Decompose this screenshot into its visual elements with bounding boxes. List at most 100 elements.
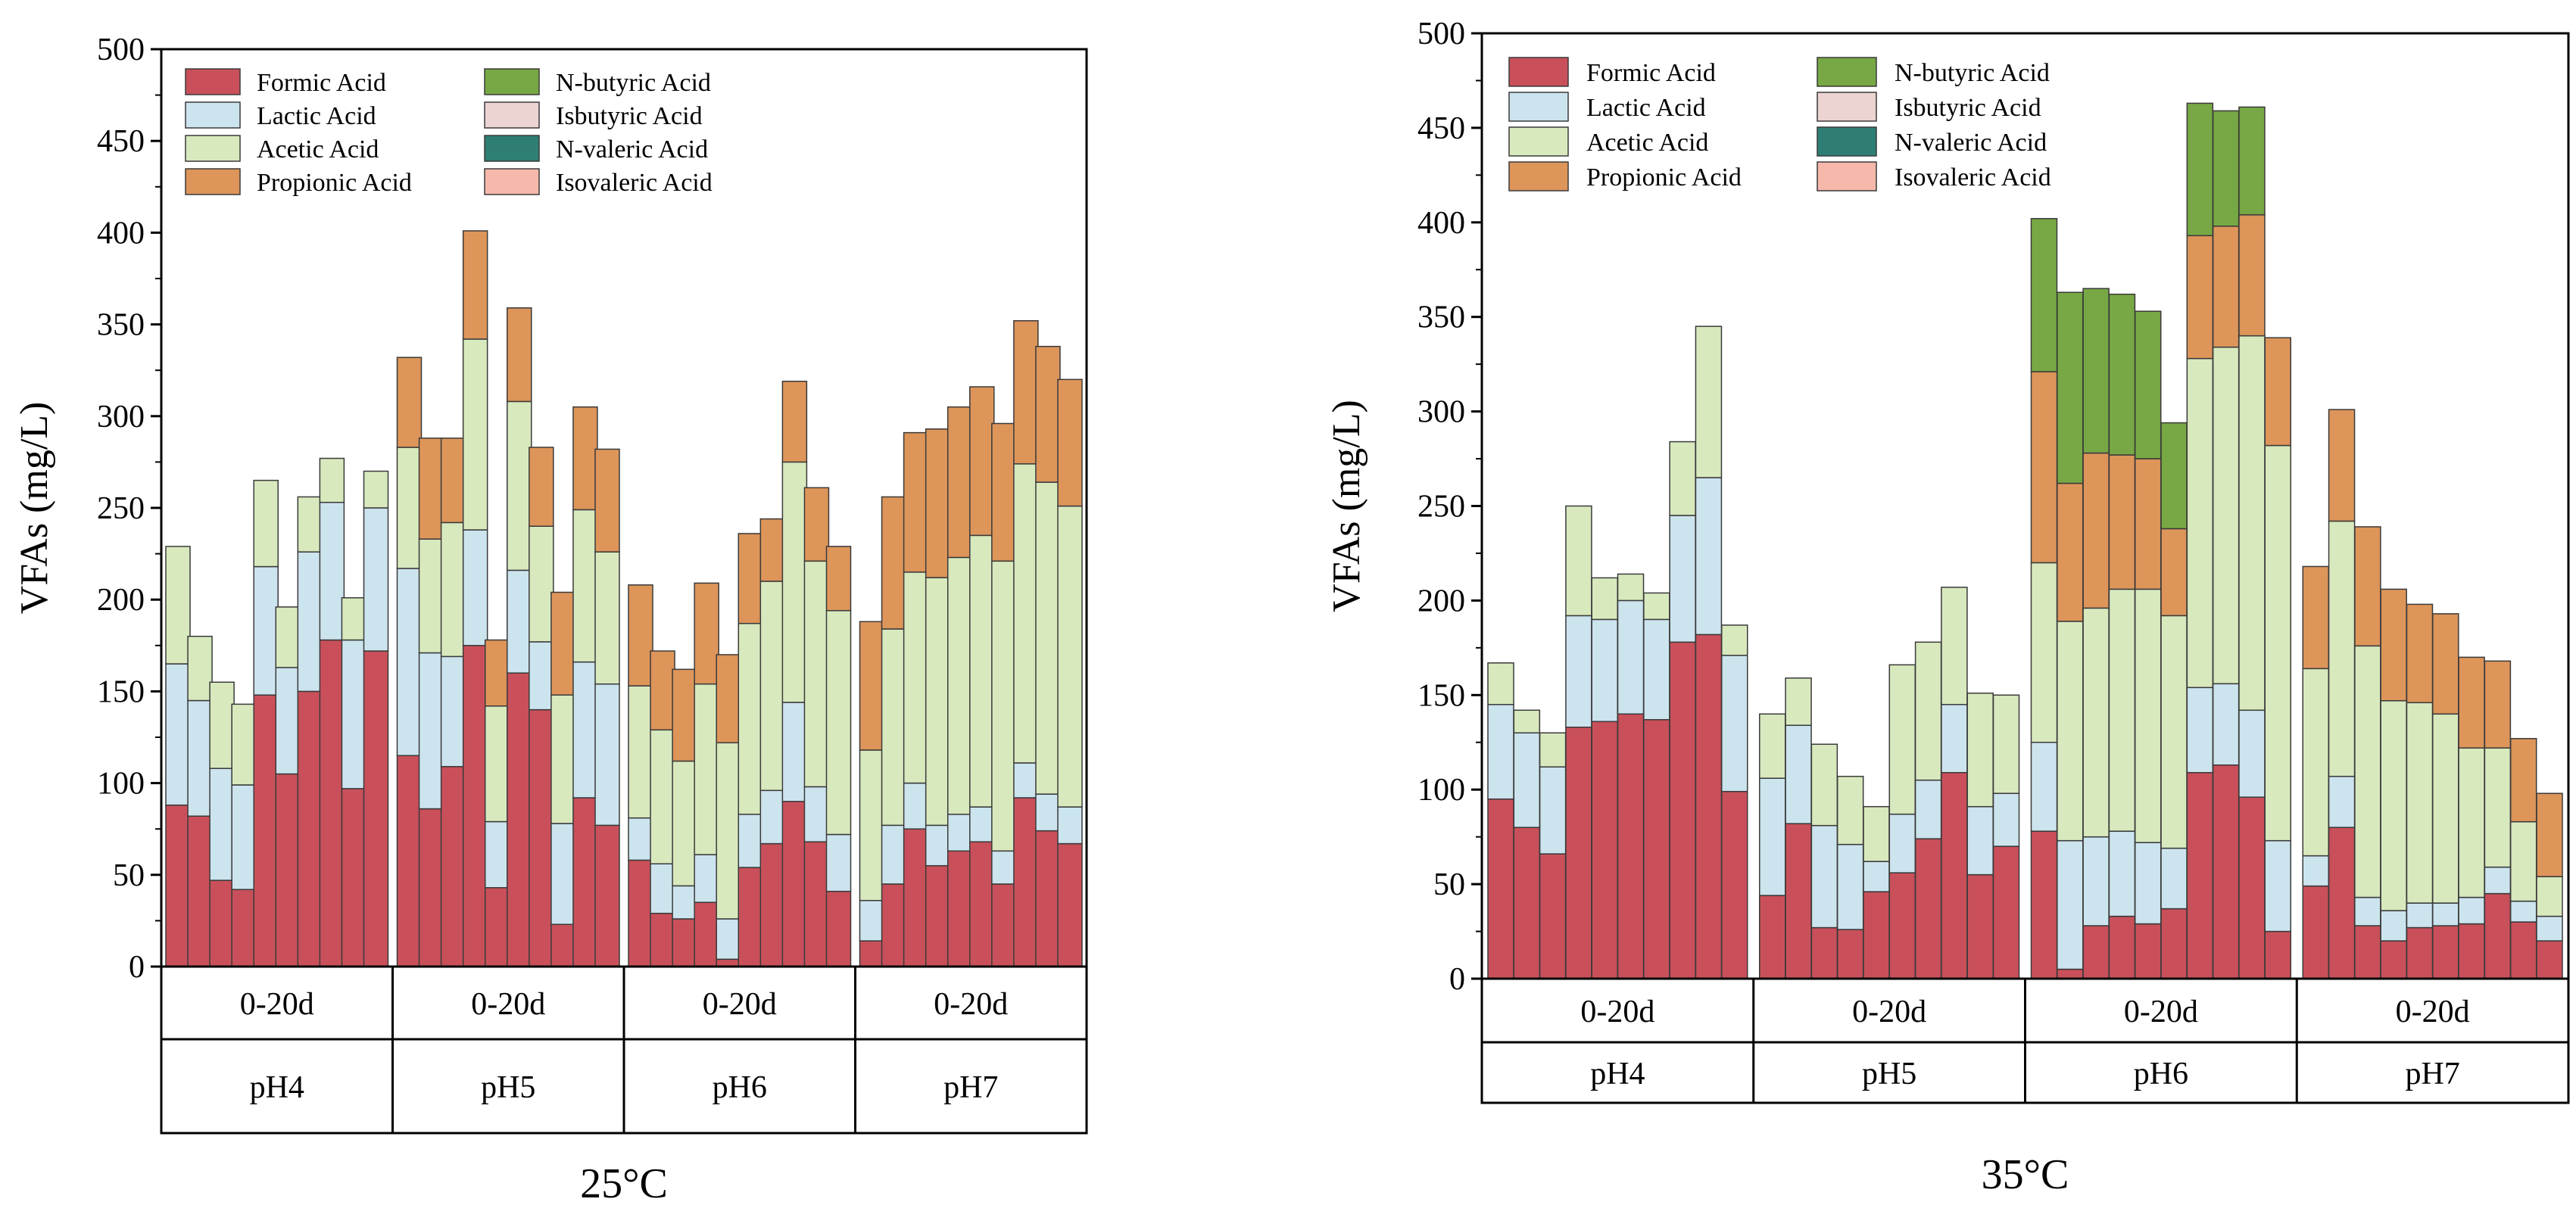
bar-segment-propionic-acid [2354,526,2381,647]
bar-segment-formic-acid [2186,771,2214,979]
bar-segment-formic-acid [947,850,973,967]
bar-segment-lactic-acid [1941,704,1968,774]
bar-segment-acetic-acid [925,577,951,827]
bar-segment-formic-acid [2509,921,2537,979]
bar-segment-propionic-acid [1057,378,1083,507]
bar-segment-formic-acid [650,912,675,967]
bar-segment-lactic-acid [947,814,973,852]
bar-segment-formic-acid [2380,940,2407,979]
y-tick-label: 300 [1417,395,1465,430]
bar-segment-formic-acid [1721,790,1748,979]
bar-segment-formic-acid [694,901,719,967]
legend-swatch-formic-acid [1508,57,1569,87]
bar-segment-lactic-acid [2030,742,2058,832]
bar-segment-propionic-acid [903,431,929,573]
bar-segment-acetic-acid [1617,573,1645,602]
y-tick-label: 250 [97,491,145,526]
bar-segment-n-butyric-acid [2160,422,2188,530]
bar-segment-propionic-acid [2212,226,2240,348]
bar-segment-lactic-acid [187,699,213,817]
bar-segment-acetic-acid [231,703,257,786]
bar-segment-formic-acid [2160,908,2188,979]
bar-segment-formic-acid [859,940,885,967]
bar-segment-propionic-acid [2264,337,2291,447]
bar-segment-propionic-acid [2082,452,2110,609]
bar-segment-acetic-acid [716,742,741,920]
bar-segment-lactic-acid [881,824,907,885]
bar-segment-propionic-acid [803,487,830,562]
legend-swatch-isbutyric-acid [484,101,540,129]
bar-segment-propionic-acid [650,650,675,731]
bar-segment-formic-acid [628,859,653,967]
y-tick-label: 100 [1417,773,1465,808]
bar-segment-acetic-acid [859,749,885,901]
bar-segment-propionic-acid [672,668,697,762]
bar-segment-formic-acid [2264,930,2291,979]
period-label: 0-20d [471,987,545,1022]
bar-segment-formic-acid [1591,721,1618,979]
bar-segment-propionic-acid [759,518,786,582]
bar-segment-lactic-acid [1914,779,1942,839]
bar-segment-lactic-acid [1539,766,1567,855]
bar-segment-propionic-acid [881,496,907,630]
bar-segment-propionic-acid [2108,454,2136,590]
bar-segment-acetic-acid [187,635,213,702]
legend-label-n-valeric-acid: N-valeric Acid [1895,129,2047,157]
legend-label-acetic-acid: Acetic Acid [1586,129,1708,157]
bar-segment-acetic-acid [165,546,191,665]
bar-segment-formic-acid [2134,923,2162,979]
bar-segment-acetic-acid [1643,592,1670,621]
panel-25c: 0 50 100 150 200 250 300 350 400 450 500 VFAs (mg/L… [13,33,1088,1205]
bar-segment-lactic-acid [418,652,444,810]
bar-segment-acetic-acid [1785,677,1812,727]
legend-label-n-butyric-acid: N-butyric Acid [556,69,711,97]
panel-35c: 0 50 100 150 200 250 300 350 400 450 500 VFAs (mg/L… [1325,17,2570,1198]
bar-segment-formic-acid [969,841,995,967]
bar-segment-acetic-acid [650,729,675,865]
bar-segment-acetic-acid [209,681,235,769]
period-label: 0-20d [2396,995,2470,1029]
bar-segment-propionic-acid [991,422,1017,562]
bar-segment-lactic-acid [2108,830,2136,917]
bar-segment-lactic-acid [2134,842,2162,925]
y-tick-label: 250 [1417,490,1465,525]
bar-segment-formic-acid [1863,891,1890,979]
bar-segment-acetic-acid [2509,820,2537,902]
bar-segment-acetic-acid [2108,588,2136,832]
legend-swatch-formic-acid [185,68,241,95]
bar-segment-lactic-acid [209,768,235,881]
bar-segment-lactic-acid [2212,683,2240,766]
bar-segment-formic-acid [231,889,257,967]
bar-segment-formic-acid [1836,929,1864,979]
bar-segment-acetic-acid [825,609,852,836]
bar-segment-acetic-acid [1539,732,1567,768]
bar-segment-formic-acid [2354,925,2381,979]
period-label: 0-20d [934,987,1008,1022]
bar-segment-acetic-acid [1057,505,1083,808]
bar-segment-lactic-acid [2302,855,2329,887]
bar-segment-propionic-acid [2302,565,2329,670]
bar-segment-acetic-acid [1487,662,1514,705]
bar-segment-acetic-acid [2484,747,2512,868]
bar-segment-formic-acid [1513,827,1541,979]
bar-segment-lactic-acid [825,833,852,892]
bar-segment-lactic-acid [1513,732,1541,828]
bar-segment-formic-acid [759,842,786,967]
bar-segment-propionic-acid [947,406,973,559]
period-label: 0-20d [1852,995,1926,1029]
bar-segment-lactic-acid [550,823,576,925]
bar-segment-acetic-acid [594,551,620,685]
bar-segment-formic-acid [1785,823,1812,979]
bar-segment-acetic-acid [694,683,719,855]
legend-swatch-isovaleric-acid [1817,161,1877,191]
bar-segment-acetic-acid [2264,444,2291,842]
y-tick-label: 500 [1417,17,1465,51]
ph-label: pH7 [2405,1057,2459,1091]
bar-segment-lactic-acid [781,702,808,802]
bar-segment-n-butyric-acid [2238,106,2266,216]
bar-segment-acetic-acid [2302,668,2329,857]
bar-segment-acetic-acid [550,694,576,824]
y-tick-label: 400 [97,216,145,251]
bar-segment-formic-acid [418,808,444,967]
